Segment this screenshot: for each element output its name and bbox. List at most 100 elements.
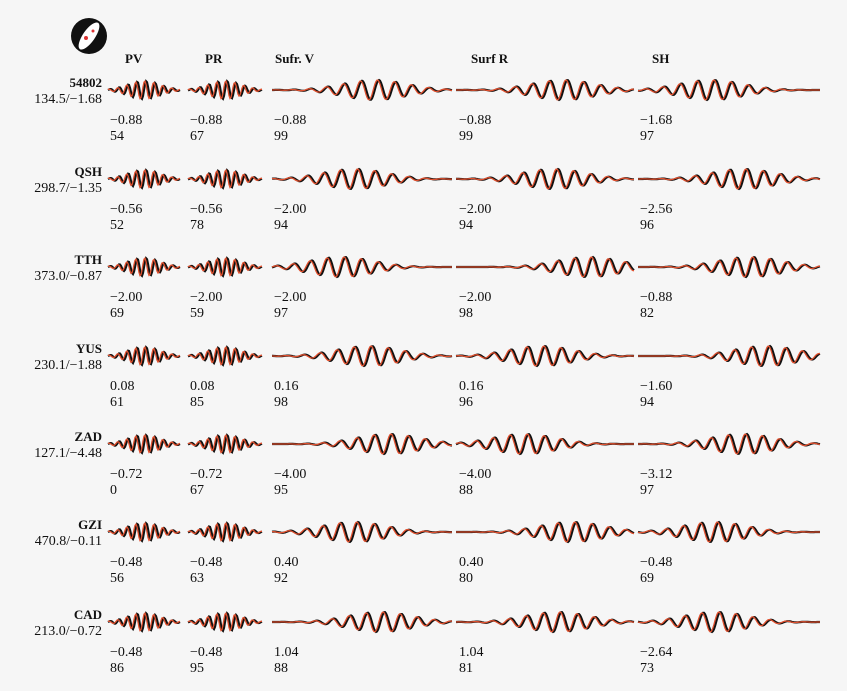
correlation: 63: [190, 571, 204, 586]
station-distance: 470.8/−0.11: [35, 534, 102, 549]
synthetic-waveform: [271, 256, 452, 278]
correlation: 88: [274, 661, 288, 676]
correlation: 69: [110, 306, 124, 321]
correlation: 96: [640, 218, 654, 233]
correlation: 61: [110, 395, 124, 410]
time-shift: 0.16: [459, 379, 484, 394]
synthetic-waveform: [455, 345, 634, 367]
synthetic-waveform: [456, 256, 635, 278]
synthetic-waveform: [637, 611, 820, 633]
time-shift: −2.00: [190, 290, 222, 305]
synthetic-waveform: [271, 168, 452, 190]
synthetic-waveform: [638, 168, 821, 190]
correlation: 97: [640, 483, 654, 498]
correlation: 52: [110, 218, 124, 233]
time-shift: −3.12: [640, 467, 672, 482]
correlation: 54: [110, 129, 124, 144]
synthetic-waveform: [272, 433, 453, 455]
time-shift: −0.88: [640, 290, 672, 305]
correlation: 82: [640, 306, 654, 321]
synthetic-waveform: [107, 79, 181, 100]
correlation: 73: [640, 661, 654, 676]
correlation: 98: [459, 306, 473, 321]
time-shift: 0.40: [274, 555, 299, 570]
station-name: GZI: [78, 517, 102, 532]
station-name: YUS: [76, 341, 102, 356]
time-shift: −2.00: [459, 290, 491, 305]
correlation: 94: [640, 395, 654, 410]
correlation: 98: [274, 395, 288, 410]
station-name: TTH: [75, 252, 102, 267]
station-distance: 127.1/−4.48: [34, 446, 102, 461]
correlation: 95: [190, 661, 204, 676]
time-shift: −2.56: [640, 202, 672, 217]
synthetic-waveform: [638, 345, 821, 367]
correlation: 94: [274, 218, 288, 233]
synthetic-waveform: [455, 433, 634, 455]
time-shift: −0.48: [110, 645, 142, 660]
time-shift: −0.72: [110, 467, 142, 482]
time-shift: −0.48: [110, 555, 142, 570]
station-distance: 134.5/−1.68: [34, 92, 102, 107]
time-shift: −0.88: [110, 113, 142, 128]
correlation: 97: [274, 306, 288, 321]
correlation: 95: [274, 483, 288, 498]
correlation: 0: [110, 483, 117, 498]
correlation: 69: [640, 571, 654, 586]
time-shift: −0.72: [190, 467, 222, 482]
beachball: [71, 18, 107, 54]
station-name: 54802: [70, 75, 103, 90]
station-name: CAD: [74, 607, 102, 622]
time-shift: −4.00: [274, 467, 306, 482]
time-shift: −0.88: [190, 113, 222, 128]
time-shift: −2.00: [459, 202, 491, 217]
correlation: 92: [274, 571, 288, 586]
synthetic-waveform: [637, 521, 820, 543]
synthetic-waveform: [272, 345, 453, 367]
synthetic-waveform: [638, 256, 821, 278]
time-shift: −0.48: [640, 555, 672, 570]
column-header: SH: [652, 51, 669, 66]
time-shift: 0.08: [190, 379, 215, 394]
synthetic-waveform: [107, 521, 181, 542]
station-name: ZAD: [75, 429, 102, 444]
synthetic-waveform: [187, 79, 262, 100]
time-shift: −2.00: [274, 290, 306, 305]
correlation: 97: [640, 129, 654, 144]
time-shift: −0.56: [190, 202, 222, 217]
synthetic-waveform: [107, 256, 181, 277]
station-name: QSH: [75, 164, 102, 179]
synthetic-waveform: [456, 168, 635, 190]
station-distance: 373.0/−0.87: [34, 269, 102, 284]
correlation: 80: [459, 571, 473, 586]
correlation: 78: [190, 218, 204, 233]
synthetic-waveform: [272, 611, 453, 633]
synthetic-waveform: [638, 433, 821, 455]
correlation: 67: [190, 483, 204, 498]
correlation: 81: [459, 661, 473, 676]
time-shift: −2.64: [640, 645, 672, 660]
time-shift: −1.68: [640, 113, 672, 128]
time-shift: −0.48: [190, 555, 222, 570]
synthetic-waveform: [187, 433, 262, 454]
synthetic-waveform: [187, 345, 262, 366]
time-shift: −0.88: [459, 113, 491, 128]
synthetic-waveform: [187, 521, 262, 542]
station-distance: 230.1/−1.88: [34, 358, 102, 373]
correlation: 88: [459, 483, 473, 498]
synthetic-waveform: [107, 433, 181, 454]
correlation: 94: [459, 218, 473, 233]
synthetic-waveform: [107, 345, 181, 366]
time-shift: 0.16: [274, 379, 299, 394]
time-shift: −0.48: [190, 645, 222, 660]
column-header: Surf R: [471, 51, 509, 66]
station-distance: 213.0/−0.72: [34, 624, 102, 639]
time-shift: −1.60: [640, 379, 672, 394]
correlation: 99: [459, 129, 473, 144]
time-shift: −2.00: [110, 290, 142, 305]
synthetic-waveform: [107, 168, 181, 189]
time-shift: 1.04: [459, 645, 484, 660]
time-shift: −2.00: [274, 202, 306, 217]
